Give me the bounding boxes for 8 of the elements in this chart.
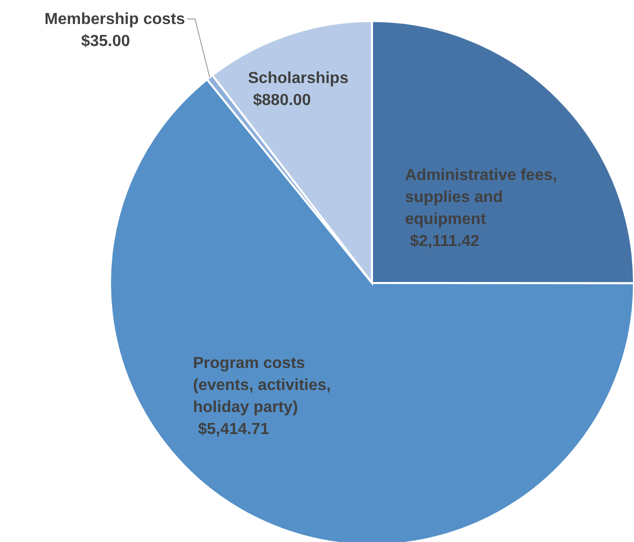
slice-label: Membership costs: [44, 11, 186, 28]
data-label: $880.00: [253, 92, 311, 109]
data-label: $5,414.71: [198, 421, 270, 438]
slice-label: Administrative fees, supplies and equipment: [405, 167, 558, 228]
slice-label: Program costs (events, activities, holiday party): [193, 355, 331, 416]
data-label: $2,111.42: [410, 233, 480, 250]
slice-label: Scholarships: [248, 70, 349, 87]
data-label: $35.00: [81, 33, 130, 50]
